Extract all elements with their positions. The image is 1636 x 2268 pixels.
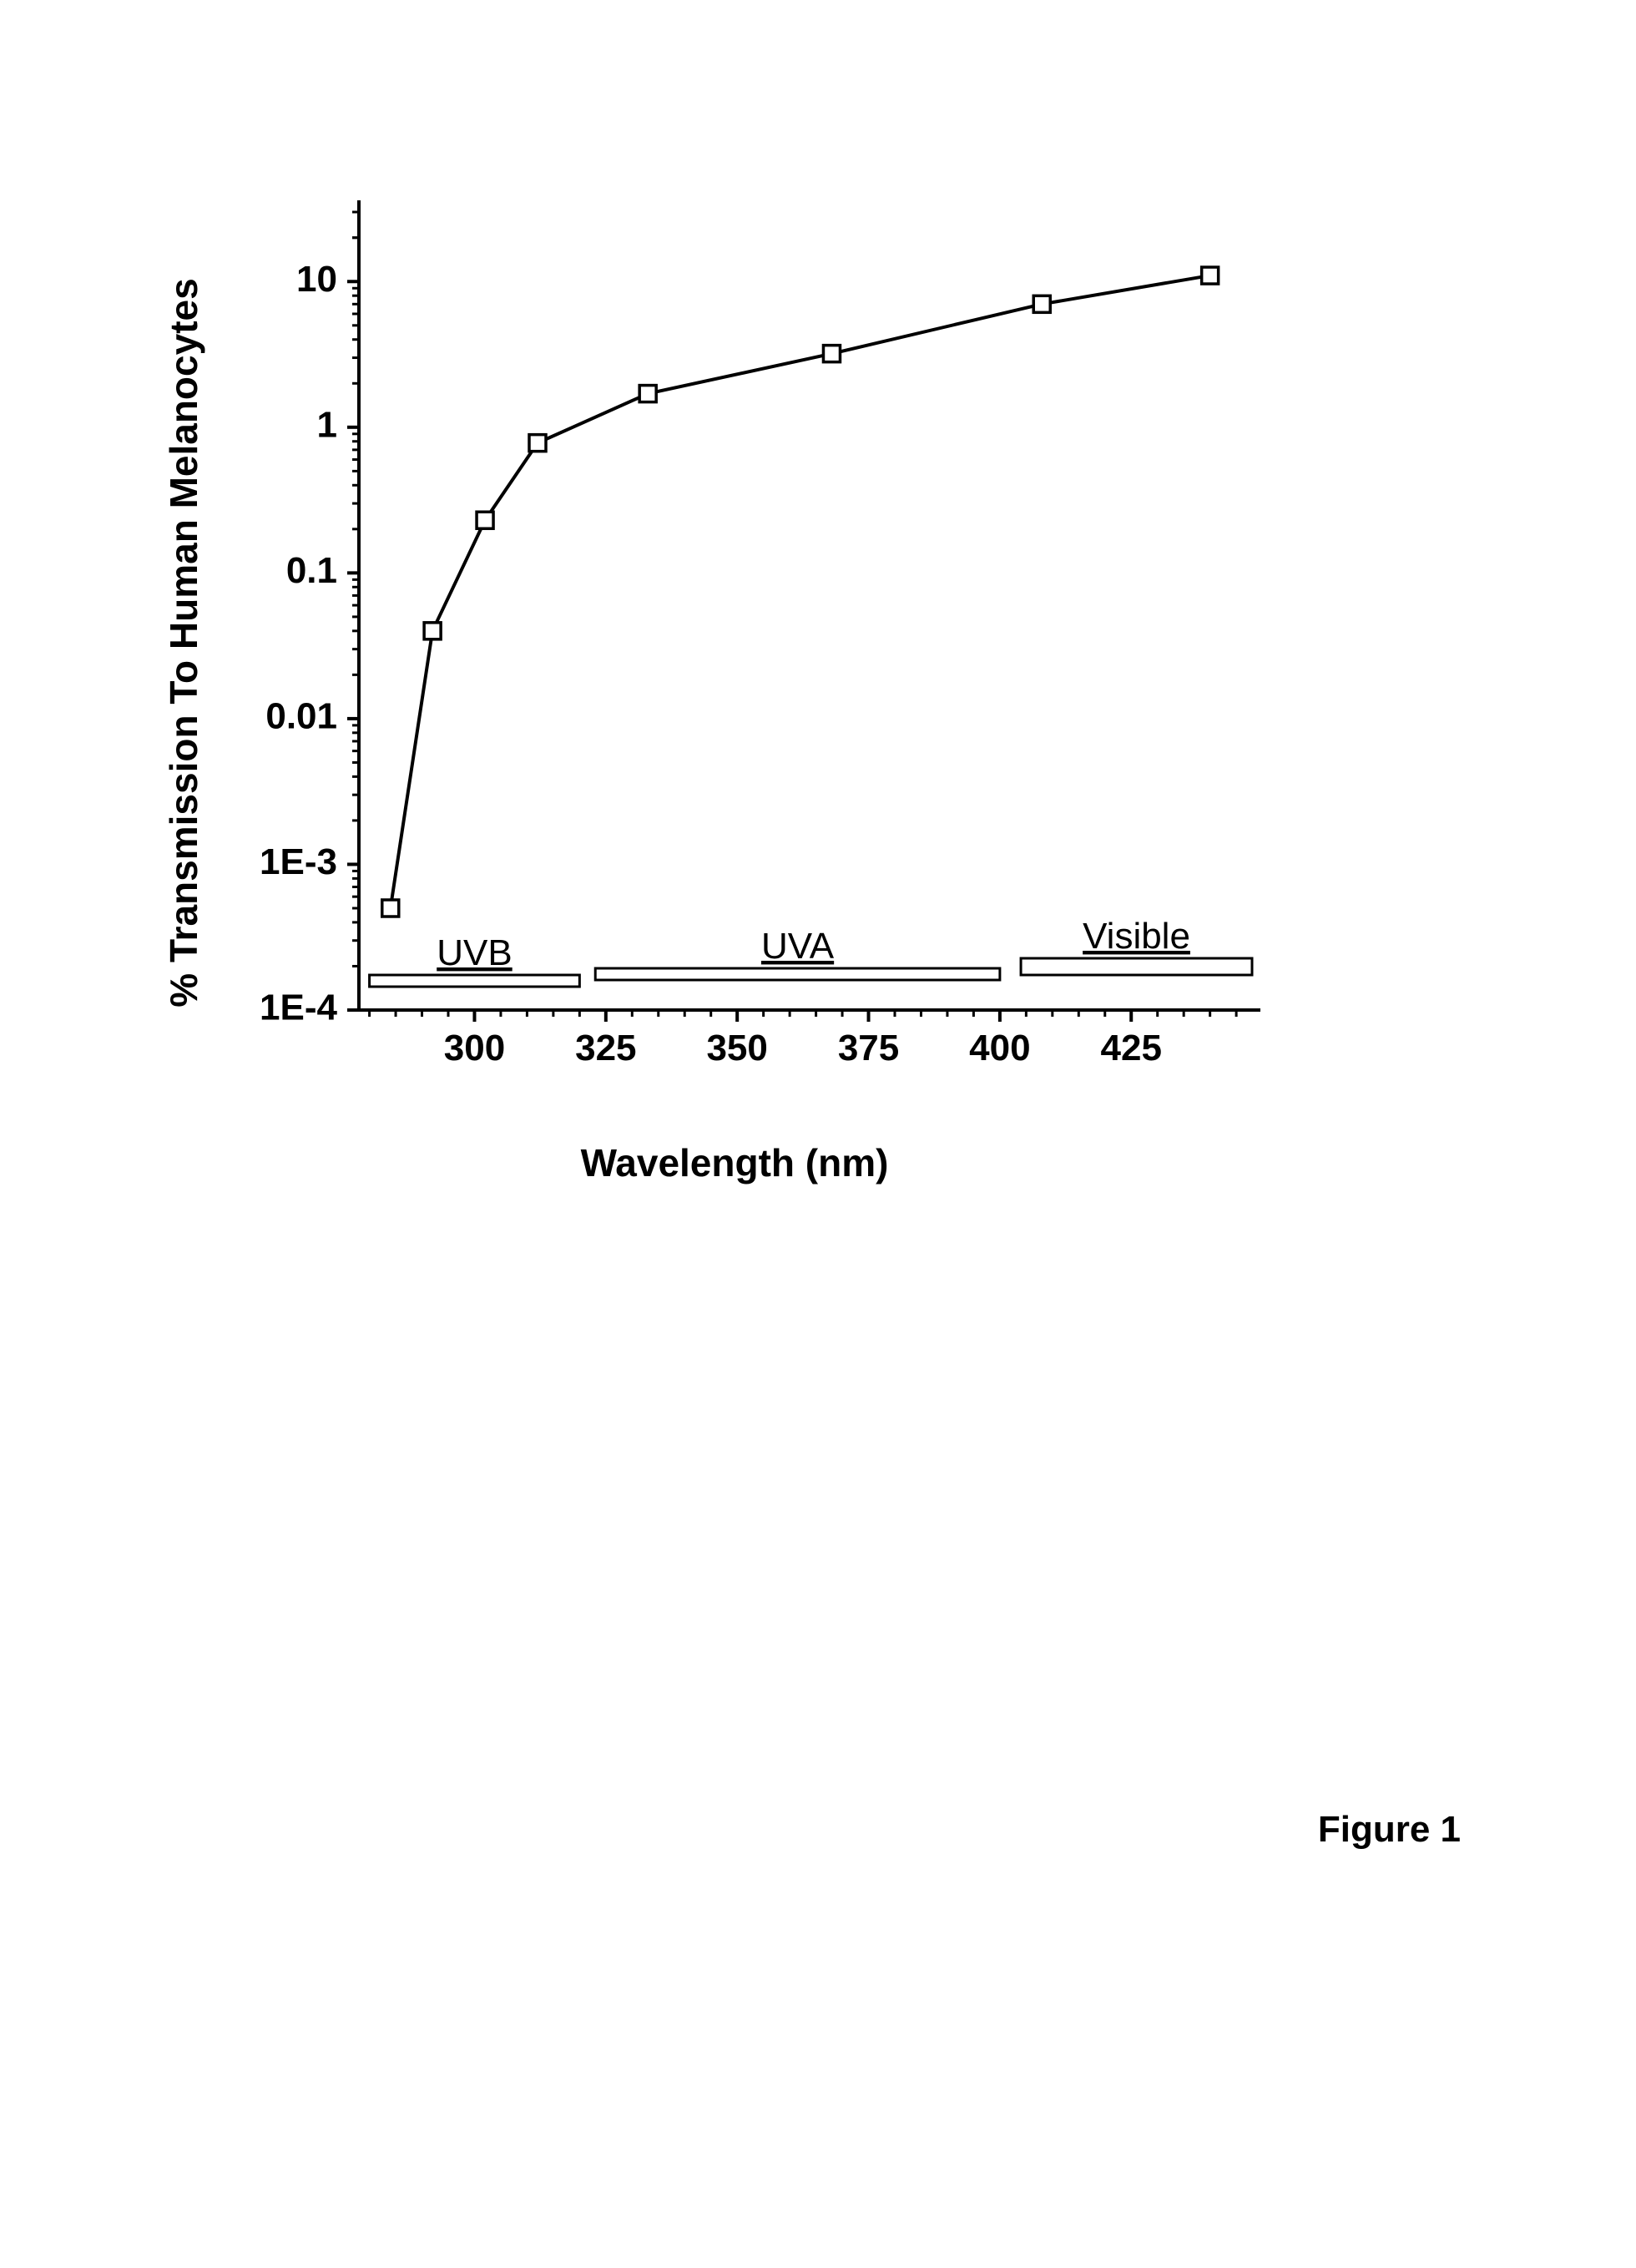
data-marker [424,623,441,639]
spectral-band-label: UVA [761,926,835,967]
spectral-band [1021,958,1252,975]
y-tick-label: 10 [296,259,337,300]
spectral-band-label: Visible [1083,916,1190,957]
data-line [391,275,1210,908]
x-tick-label: 300 [444,1028,505,1068]
x-axis-label: Wavelength (nm) [581,1140,889,1185]
page: % Transmission To Human Melanocytes Wave… [0,0,1636,2268]
data-marker [1033,295,1050,312]
data-marker [639,386,656,402]
y-axis-label: % Transmission To Human Melanocytes [161,278,206,1007]
y-tick-label: 1E-3 [260,841,337,882]
x-tick-label: 400 [969,1028,1030,1068]
x-tick-label: 425 [1101,1028,1162,1068]
transmission-chart: % Transmission To Human Melanocytes Wave… [184,184,1285,1102]
x-tick-label: 375 [838,1028,899,1068]
spectral-band [370,975,580,987]
y-tick-label: 0.1 [286,550,337,591]
y-tick-label: 0.01 [265,696,337,737]
data-marker [382,900,399,917]
y-tick-label: 1 [317,404,337,445]
x-tick-label: 350 [706,1028,767,1068]
y-tick-label: 1E-4 [260,988,337,1028]
data-marker [1202,267,1219,284]
figure-caption: Figure 1 [1318,1809,1461,1851]
x-tick-label: 325 [575,1028,636,1068]
chart-svg: 1E-4 1E-3 0.01 0.1 1 10 300 325 350 375 400 425 UVB U… [184,184,1285,1102]
data-marker [823,346,840,362]
data-marker [529,435,546,452]
spectral-band-label: UVB [437,932,512,973]
data-marker [477,512,493,528]
spectral-band [595,968,1000,980]
